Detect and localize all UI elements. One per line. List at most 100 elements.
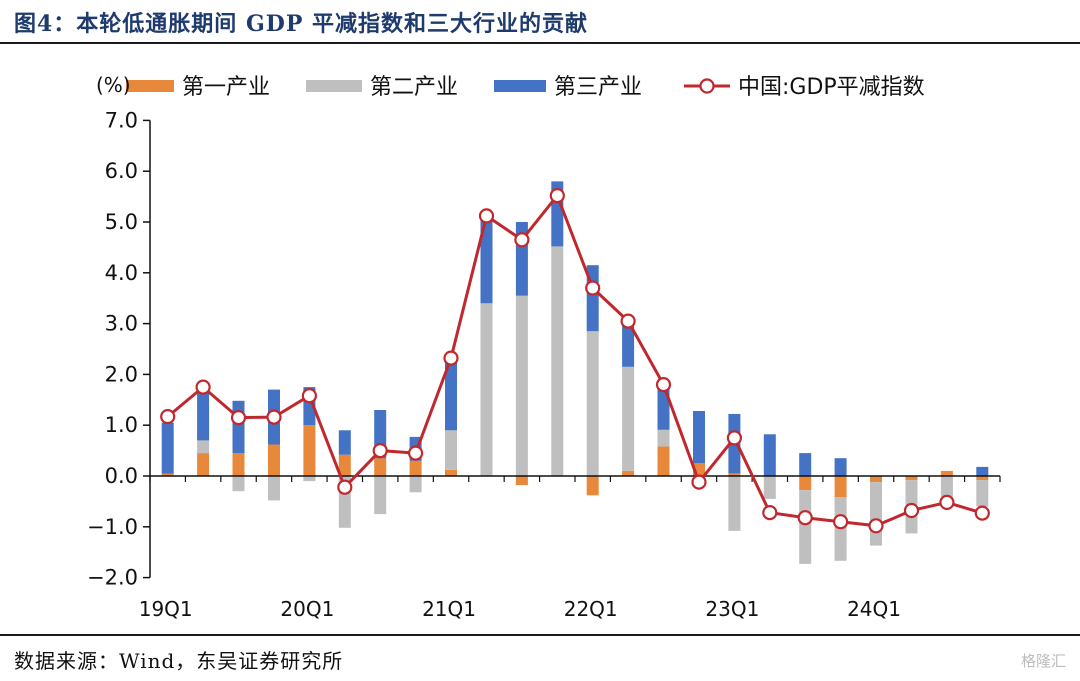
bar-segment-primary bbox=[799, 476, 812, 491]
bar-segment-secondary bbox=[940, 476, 953, 502]
y-tick-label: 0.0 bbox=[105, 464, 138, 488]
y-tick-label: 1.0 bbox=[105, 413, 138, 437]
gdp-deflator-point bbox=[762, 504, 778, 521]
bar-segment-secondary bbox=[480, 303, 493, 476]
gdp-deflator-point bbox=[655, 377, 672, 393]
gdp-deflator-point bbox=[832, 514, 849, 530]
gdp-deflator-point bbox=[620, 313, 636, 329]
gdp-deflator-point bbox=[195, 379, 211, 395]
legend-swatch-1 bbox=[306, 80, 362, 92]
x-tick-label: 23Q1 bbox=[705, 597, 759, 621]
x-tick-label: 19Q1 bbox=[139, 597, 193, 621]
bar-segment-primary bbox=[976, 476, 989, 481]
chart: 第一产业 第二产业 第三产业 中国:GDP平减指数 (%) 7.0 6.0 5.0 4.0 3… bbox=[87, 73, 1001, 621]
x-tick-label: 24Q1 bbox=[847, 597, 901, 621]
bar-segment-tertiary bbox=[799, 453, 812, 476]
bar-segment-primary bbox=[870, 476, 882, 483]
bar-segment-primary bbox=[374, 458, 387, 476]
legend-label-2: 第三产业 bbox=[554, 75, 642, 100]
bar-segment-secondary bbox=[303, 476, 316, 482]
bar-segment-secondary bbox=[622, 366, 635, 471]
gdp-deflator-point bbox=[230, 410, 247, 426]
gdp-deflator-point bbox=[266, 409, 282, 425]
gdp-deflator-point bbox=[691, 474, 707, 490]
bar-segment-primary bbox=[445, 469, 457, 476]
gdp-deflator-point bbox=[372, 443, 388, 459]
bar-segment-tertiary bbox=[161, 422, 174, 474]
y-unit-label: (%) bbox=[96, 73, 131, 97]
bar-segment-secondary bbox=[799, 490, 812, 564]
legend-label-0: 第一产业 bbox=[182, 75, 270, 100]
bar-segment-tertiary bbox=[445, 361, 457, 431]
gdp-deflator-point bbox=[160, 409, 176, 425]
bar-segment-primary bbox=[728, 473, 741, 476]
bar-segment-tertiary bbox=[834, 458, 847, 476]
bar-segment-tertiary bbox=[693, 411, 705, 464]
bar-segment-tertiary bbox=[657, 388, 670, 430]
bar-segment-secondary bbox=[976, 480, 989, 507]
top-rule bbox=[0, 42, 1080, 44]
y-axis: 7.0 6.0 5.0 4.0 3.0 2.0 1.0 0.0 −1.0 −2.0 bbox=[87, 108, 151, 590]
gdp-deflator-point bbox=[549, 188, 565, 204]
bar-segment-tertiary bbox=[232, 400, 245, 454]
bar-segment-secondary bbox=[197, 440, 210, 454]
bar-segment-secondary bbox=[409, 476, 422, 493]
legend-label-1: 第二产业 bbox=[370, 75, 458, 100]
bar-segment-tertiary bbox=[197, 387, 210, 441]
figure-title: 图4：本轮低通胀期间 GDP 平减指数和三大行业的贡献 bbox=[14, 11, 589, 37]
x-tick-label: 20Q1 bbox=[280, 597, 334, 621]
legend-marker-swatch bbox=[699, 78, 715, 94]
bar-segment-secondary bbox=[728, 476, 741, 531]
bar-segment-primary bbox=[303, 425, 316, 476]
bar-segment-primary bbox=[586, 476, 599, 496]
gdp-deflator-point bbox=[514, 232, 530, 248]
bar-segment-secondary bbox=[551, 246, 564, 476]
y-tick-label: 4.0 bbox=[105, 261, 138, 285]
legend: 第一产业 第二产业 第三产业 中国:GDP平减指数 bbox=[126, 75, 925, 100]
source-note: 数据来源：Wind，东吴证券研究所 bbox=[14, 649, 344, 673]
gdp-deflator-point bbox=[337, 479, 353, 495]
bars-layer bbox=[161, 181, 989, 564]
bar-segment-primary bbox=[338, 454, 351, 476]
gdp-deflator-point bbox=[408, 445, 424, 461]
bar-segment-secondary bbox=[763, 476, 776, 499]
legend-swatch-0 bbox=[126, 80, 174, 92]
bar-segment-primary bbox=[161, 473, 174, 476]
x-axis: 19Q1 20Q1 21Q1 22Q1 23Q1 24Q1 bbox=[139, 475, 1001, 621]
bar-segment-primary bbox=[622, 470, 635, 476]
bar-segment-secondary bbox=[268, 476, 280, 501]
y-tick-label: −1.0 bbox=[87, 515, 138, 539]
bar-segment-primary bbox=[834, 476, 847, 498]
bottom-rule bbox=[0, 634, 1080, 636]
y-tick-label: 5.0 bbox=[105, 210, 138, 234]
bar-segment-tertiary bbox=[338, 430, 351, 455]
y-tick-label: 2.0 bbox=[105, 362, 138, 386]
bar-segment-primary bbox=[657, 446, 670, 476]
bar-segment-primary bbox=[905, 476, 918, 481]
bar-segment-tertiary bbox=[480, 215, 493, 304]
bar-segment-tertiary bbox=[763, 434, 776, 476]
y-tick-label: 3.0 bbox=[105, 312, 138, 336]
gdp-deflator-point bbox=[939, 494, 955, 510]
bar-segment-secondary bbox=[515, 295, 528, 476]
gdp-deflator-point bbox=[478, 208, 495, 224]
bar-segment-tertiary bbox=[622, 323, 635, 367]
bar-segment-tertiary bbox=[976, 466, 989, 476]
gdp-deflator-point bbox=[903, 502, 920, 519]
bar-segment-primary bbox=[268, 444, 280, 476]
gdp-deflator-point bbox=[797, 510, 813, 526]
y-tick-label: −2.0 bbox=[87, 566, 138, 590]
x-tick-label: 22Q1 bbox=[564, 597, 618, 621]
gdp-deflator-point bbox=[301, 388, 317, 404]
watermark: 格隆汇 bbox=[1020, 652, 1066, 670]
gdp-deflator-point bbox=[726, 430, 743, 446]
bar-segment-primary bbox=[232, 453, 245, 476]
legend-label-3: 中国:GDP平减指数 bbox=[738, 75, 925, 100]
gdp-deflator-point bbox=[974, 505, 990, 521]
bar-segment-secondary bbox=[657, 429, 670, 447]
y-tick-label: 6.0 bbox=[105, 159, 138, 183]
legend-swatch-2 bbox=[494, 80, 546, 92]
line-layer bbox=[160, 188, 990, 534]
gdp-deflator-point bbox=[868, 518, 884, 534]
gdp-deflator-point bbox=[585, 280, 601, 296]
